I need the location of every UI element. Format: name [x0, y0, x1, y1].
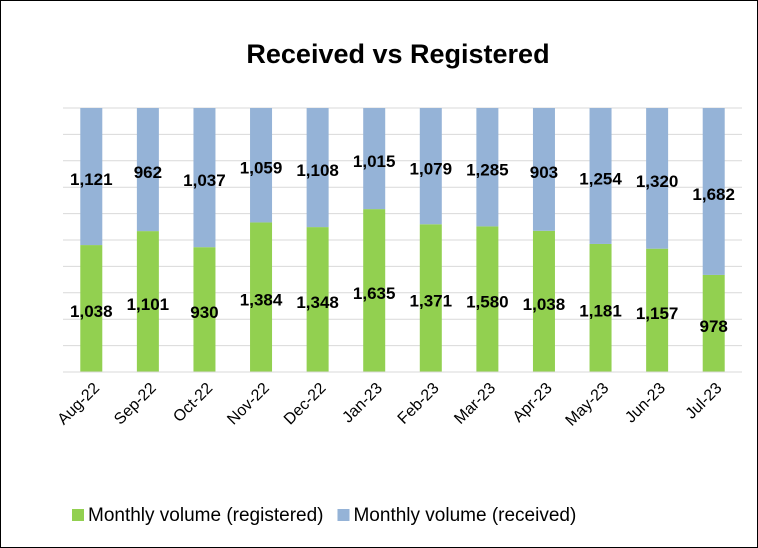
- data-label: 1,079: [410, 160, 453, 179]
- bar-segment: [419, 108, 442, 225]
- bar-segment: [702, 108, 725, 275]
- bar-segment: [136, 231, 159, 372]
- data-label: 978: [700, 317, 728, 336]
- data-label: 1,015: [353, 152, 396, 171]
- data-label: 1,371: [410, 292, 453, 311]
- bar-segment: [250, 222, 273, 372]
- bar-segment: [476, 108, 499, 227]
- bar-segment: [193, 247, 216, 372]
- legend-label: Monthly volume (received): [353, 505, 576, 526]
- data-label: 903: [530, 163, 558, 182]
- data-label: 1,037: [183, 171, 226, 190]
- bar-segment: [363, 209, 386, 372]
- data-label: 1,320: [636, 172, 679, 191]
- bar-segment: [80, 108, 103, 246]
- bar-segment: [193, 108, 216, 248]
- data-label: 1,254: [579, 169, 622, 188]
- bar-segment: [532, 108, 555, 231]
- bar-segment: [702, 274, 725, 372]
- bar-segment: [136, 108, 159, 232]
- legend-swatch: [337, 509, 350, 521]
- bar-segment: [80, 245, 103, 372]
- data-label: 1,580: [466, 293, 509, 312]
- chart-title: Received vs Registered: [246, 39, 549, 69]
- legend-label: Monthly volume (registered): [88, 505, 323, 526]
- bar-segment: [646, 108, 669, 249]
- data-label: 1,682: [692, 185, 735, 204]
- legend-swatch: [72, 509, 84, 521]
- bar-segment: [532, 230, 555, 372]
- data-label: 1,348: [296, 293, 339, 312]
- data-label: 930: [190, 303, 218, 322]
- bar-segment: [250, 108, 273, 223]
- bar-segment: [306, 108, 329, 228]
- bar-segment: [363, 108, 386, 210]
- bar-segment: [419, 224, 442, 372]
- data-label: 1,157: [636, 304, 679, 323]
- data-label: 1,038: [70, 302, 113, 321]
- data-label: 1,181: [579, 301, 622, 320]
- bar-segment: [476, 226, 499, 372]
- bar-segment: [306, 227, 329, 372]
- data-label: 1,059: [240, 159, 283, 178]
- bar-segment: [589, 108, 612, 244]
- data-label: 1,285: [466, 161, 509, 180]
- data-label: 1,101: [127, 295, 170, 314]
- bar-segment: [589, 243, 612, 372]
- data-label: 1,108: [296, 161, 339, 180]
- data-label: 1,121: [70, 170, 113, 189]
- data-label: 1,038: [523, 295, 566, 314]
- bar-segment: [646, 248, 669, 372]
- data-label: 1,635: [353, 284, 396, 303]
- data-label: 1,384: [240, 291, 283, 310]
- data-label: 962: [134, 163, 162, 182]
